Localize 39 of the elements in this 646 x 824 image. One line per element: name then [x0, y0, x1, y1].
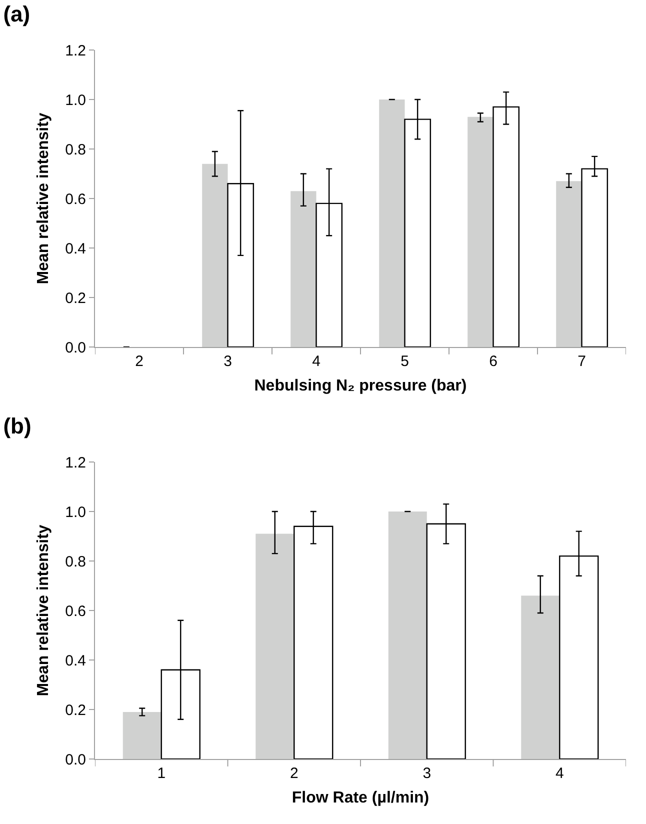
bar — [468, 116, 494, 347]
y-axis-title: Mean relative intensity — [35, 524, 52, 696]
y-tick-label: 1.0 — [65, 504, 86, 521]
x-tick-label: 7 — [578, 353, 586, 370]
bar — [122, 712, 162, 759]
x-tick-label: 2 — [290, 765, 298, 782]
y-tick-label: 0.6 — [65, 190, 86, 208]
x-tick-label: 4 — [555, 765, 564, 782]
y-tick-label: 1.2 — [65, 42, 86, 60]
bar — [388, 512, 427, 759]
y-tick-label: 0.4 — [65, 652, 86, 670]
bar — [521, 596, 560, 759]
bar — [556, 181, 582, 347]
chart-title: (a) — [3, 2, 30, 27]
x-axis-title: Nebulsing N₂ pressure (bar) — [254, 378, 467, 395]
y-tick-label: 0.4 — [65, 240, 86, 258]
x-tick-label: 3 — [422, 765, 432, 782]
y-tick-label: 1.2 — [65, 454, 86, 472]
x-axis-title: Flow Rate (µl/min) — [292, 790, 430, 807]
y-tick-label: 0.0 — [65, 751, 86, 768]
x-tick-label: 5 — [400, 353, 409, 370]
x-tick-label: 4 — [312, 353, 320, 370]
y-tick-label: 0.8 — [65, 141, 86, 158]
bar — [202, 164, 228, 347]
y-tick-label: 0.0 — [65, 339, 86, 356]
y-tick-label: 0.6 — [65, 602, 86, 620]
x-tick-label: 3 — [224, 353, 232, 370]
bar — [256, 534, 294, 759]
y-tick-label: 0.2 — [65, 702, 86, 719]
x-tick-label: 2 — [135, 353, 144, 370]
y-axis-title: Mean relative intensity — [35, 112, 52, 284]
chart-title: (b) — [3, 414, 32, 439]
bar — [290, 191, 316, 347]
y-tick-label: 0.8 — [65, 553, 86, 570]
x-tick-label: 6 — [489, 353, 498, 370]
bar — [379, 100, 405, 347]
y-tick-label: 0.2 — [65, 290, 86, 307]
x-tick-label: 1 — [157, 765, 166, 782]
y-tick-label: 1.0 — [65, 92, 86, 109]
